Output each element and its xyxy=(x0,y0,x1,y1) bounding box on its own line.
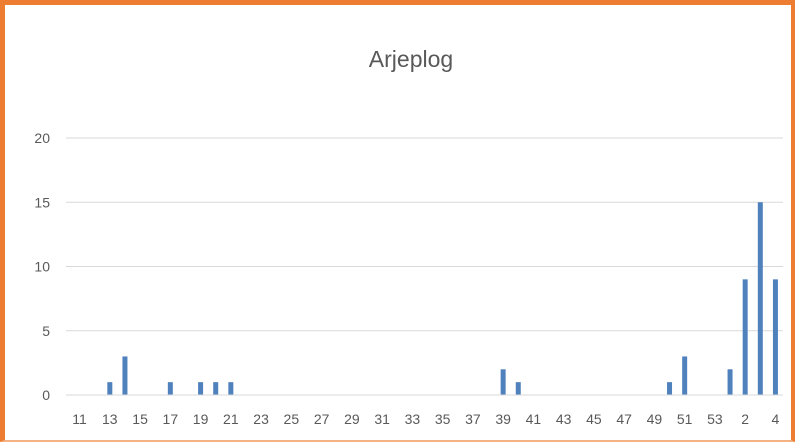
x-tick-label: 25 xyxy=(284,411,300,427)
x-tick-label: 17 xyxy=(163,411,179,427)
bar-51 xyxy=(682,356,688,395)
y-tick-label: 20 xyxy=(34,130,50,146)
x-tick-label: 4 xyxy=(772,411,780,427)
x-tick-label: 53 xyxy=(707,411,723,427)
bar-50 xyxy=(667,382,673,395)
x-tick-label: 29 xyxy=(344,411,360,427)
bar-19 xyxy=(198,382,204,395)
chart-title: Arjeplog xyxy=(369,46,453,72)
bar-14 xyxy=(122,356,128,395)
y-tick-label: 10 xyxy=(34,259,50,275)
bar-40 xyxy=(515,382,521,395)
bar-13 xyxy=(107,382,113,395)
x-tick-label: 47 xyxy=(616,411,632,427)
gridlines xyxy=(66,137,783,332)
y-axis-ticks: 0 5 10 15 20 xyxy=(34,130,50,403)
bar-20 xyxy=(213,382,219,395)
bar-39 xyxy=(500,369,506,395)
bars xyxy=(107,202,778,395)
x-tick-label: 19 xyxy=(193,411,209,427)
x-tick-label: 13 xyxy=(102,411,118,427)
x-tick-label: 27 xyxy=(314,411,330,427)
x-tick-label: 39 xyxy=(495,411,511,427)
bar-4 xyxy=(772,279,778,395)
y-tick-label: 0 xyxy=(42,387,50,403)
bar-3 xyxy=(757,202,763,395)
bar-1 xyxy=(727,369,733,395)
x-tick-label: 51 xyxy=(677,411,693,427)
x-tick-label: 43 xyxy=(556,411,572,427)
x-tick-label: 2 xyxy=(741,411,749,427)
bar-2 xyxy=(742,279,748,395)
bar-chart: Arjeplog 0 5 10 15 20 11 13 15 17 19 21 23 25 27 29 31… xyxy=(34,46,783,427)
x-tick-label: 15 xyxy=(132,411,148,427)
x-tick-label: 31 xyxy=(374,411,390,427)
x-tick-label: 21 xyxy=(223,411,239,427)
y-tick-label: 15 xyxy=(34,194,50,210)
x-tick-label: 35 xyxy=(435,411,451,427)
x-tick-label: 37 xyxy=(465,411,481,427)
bar-21 xyxy=(228,382,234,395)
x-tick-label: 41 xyxy=(526,411,542,427)
y-tick-label: 5 xyxy=(42,323,50,339)
x-tick-label: 45 xyxy=(586,411,602,427)
x-tick-label: 33 xyxy=(405,411,421,427)
bar-17 xyxy=(167,382,173,395)
x-tick-label: 11 xyxy=(72,411,87,427)
x-tick-label: 23 xyxy=(253,411,269,427)
x-axis-ticks: 11 13 15 17 19 21 23 25 27 29 31 33 35 37 39 41 43 45 47 49… xyxy=(72,411,779,427)
x-tick-label: 49 xyxy=(647,411,663,427)
